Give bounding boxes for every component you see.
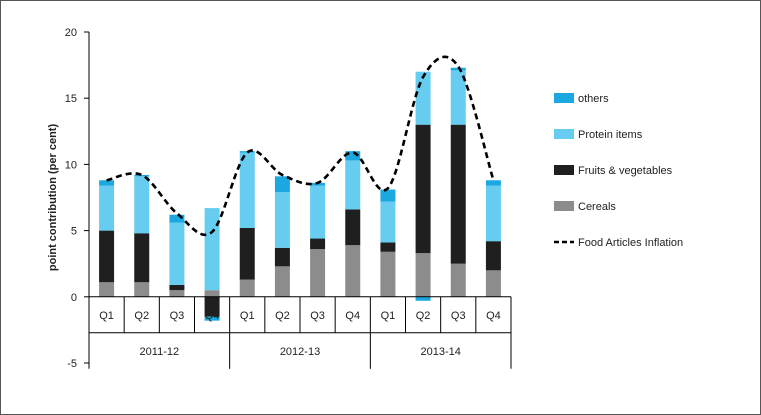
bar-segment-others [415, 296, 431, 301]
legend-label: Protein items [578, 129, 643, 141]
y-tick-label: 15 [65, 93, 77, 105]
category-label: Q1 [381, 310, 396, 322]
bar-segment-protein-items [310, 185, 326, 239]
bar-segment-fruits-vegetables [99, 230, 115, 283]
y-tick-label: 5 [71, 226, 77, 238]
category-axis: Q1 Q2 Q3 Q4 Q1 Q2 Q3 Q4 Q1 Q2 Q3 Q4 2011-12 2012-13 20… [88, 296, 512, 369]
legend-label: Fruits & vegetables [578, 165, 673, 177]
legend-swatch [554, 93, 574, 103]
bar-segment-protein-items [239, 152, 255, 228]
bar-segment-others [134, 174, 150, 177]
bar-segment-fruits-vegetables [345, 209, 361, 246]
category-label: Q1 [240, 310, 255, 322]
bar-segment-cereals [450, 263, 466, 297]
food-inflation-line [106, 55, 495, 236]
bar-segment-cereals [310, 249, 326, 297]
category-label: Q4 [205, 310, 220, 322]
bar-segment-cereals [485, 270, 501, 297]
category-label: Q3 [451, 310, 466, 322]
legend-label: others [578, 93, 609, 105]
bar-segment-protein-items [204, 208, 220, 291]
bar-segment-fruits-vegetables [450, 124, 466, 264]
bar-segment-cereals [134, 282, 150, 297]
line-series-path [106, 55, 495, 236]
bar-segment-fruits-vegetables [204, 296, 220, 317]
bar-segment-protein-items [134, 176, 150, 234]
bar-segment-fruits-vegetables [310, 238, 326, 250]
category-label: Q3 [170, 310, 185, 322]
category-label: Q3 [310, 310, 325, 322]
legend-swatch [554, 165, 574, 175]
bar-segment-others [99, 180, 115, 186]
category-label: Q2 [416, 310, 431, 322]
bar-segment-others [204, 316, 220, 321]
bar-segment-others [274, 176, 290, 193]
bar-segment-cereals [380, 251, 396, 297]
bar-segment-others [485, 180, 501, 186]
bar-segment-fruits-vegetables [415, 124, 431, 254]
category-label: Q4 [345, 310, 360, 322]
bar-segment-others [169, 214, 185, 223]
bars [99, 67, 501, 321]
bar-segment-fruits-vegetables [239, 227, 255, 280]
category-label: Q2 [134, 310, 149, 322]
legend: others Protein items Fruits & vegetables Ce… [554, 93, 683, 249]
bar-segment-cereals [169, 290, 185, 297]
bar-segment-protein-items [169, 222, 185, 285]
bar-segment-protein-items [380, 201, 396, 243]
category-label: Q4 [486, 310, 501, 322]
bar-segment-others [380, 189, 396, 202]
bar-segment-protein-items [345, 160, 361, 210]
bar-segment-others [345, 151, 361, 161]
category-label: Q1 [99, 310, 114, 322]
legend-label: Food Articles Inflation [578, 237, 683, 249]
bar-segment-fruits-vegetables [134, 233, 150, 283]
bar-segment-protein-items [485, 185, 501, 242]
bar-segment-cereals [415, 253, 431, 297]
group-label: 2013-14 [420, 346, 460, 358]
group-label: 2011-12 [140, 346, 180, 358]
group-label: 2012-13 [280, 346, 320, 358]
bar-segment-cereals [345, 245, 361, 297]
bar-segment-cereals [274, 266, 290, 297]
y-tick-label: -5 [67, 358, 77, 370]
y-tick-label: 0 [71, 292, 77, 304]
axes: -5 0 5 10 15 20 [65, 27, 90, 370]
y-axis-label: point contribution (per cent) [47, 124, 59, 272]
bar-segment-cereals [239, 279, 255, 297]
bar-segment-protein-items [450, 70, 466, 125]
bar-segment-protein-items [274, 192, 290, 248]
bar-segment-cereals [99, 282, 115, 297]
bar-segment-protein-items [415, 71, 431, 125]
y-tick-label: 10 [65, 159, 77, 171]
legend-label: Cereals [578, 201, 616, 213]
legend-swatch [554, 129, 574, 139]
y-tick-label: 20 [65, 27, 77, 39]
legend-swatch [554, 201, 574, 211]
category-label: Q2 [275, 310, 290, 322]
bar-segment-fruits-vegetables [274, 247, 290, 267]
bar-segment-cereals [204, 290, 220, 297]
bar-segment-protein-items [99, 185, 115, 231]
bar-segment-fruits-vegetables [380, 242, 396, 252]
bar-segment-others [450, 67, 466, 71]
bar-segment-fruits-vegetables [485, 241, 501, 271]
bar-segment-fruits-vegetables [169, 284, 185, 291]
